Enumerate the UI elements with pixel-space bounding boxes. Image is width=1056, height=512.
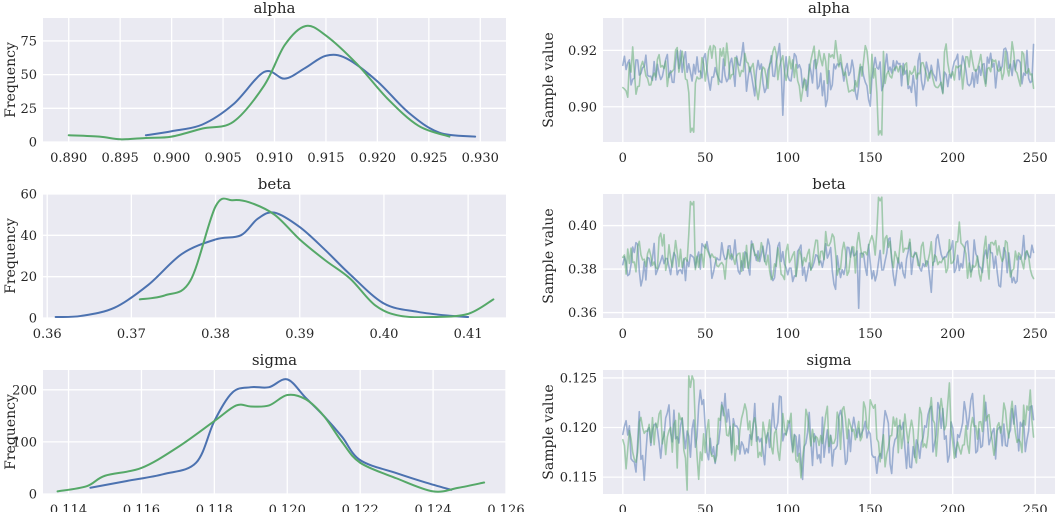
sigma-trace-xtick-label: 100 — [775, 503, 800, 512]
sigma-kde-xtick-label: 0.116 — [123, 503, 160, 512]
alpha-kde-xtick-label: 0.910 — [256, 151, 293, 166]
beta-trace-ytick-label: 0.38 — [568, 263, 597, 278]
beta-kde-ytick-label: 0 — [29, 312, 37, 327]
sigma-kde-panel: 0.114 0.116 0.118 0.120 0.122 0.124 0.126 0 100 2… — [3, 351, 525, 512]
beta-kde-ytick-label: 20 — [20, 270, 37, 285]
beta-trace-xtick-label: 200 — [940, 327, 965, 342]
beta-trace-ytick-label: 0.36 — [568, 306, 597, 321]
alpha-kde-xtick-label: 0.915 — [307, 151, 344, 166]
beta-kde-xtick-label: 0.39 — [285, 327, 314, 342]
alpha-kde-ytick-label: 0 — [29, 136, 37, 151]
sigma-trace-ytick-label: 0.125 — [560, 371, 597, 386]
sigma-kde-xtick-label: 0.120 — [269, 503, 306, 512]
alpha-kde-series-1 — [144, 53, 477, 138]
beta-kde-ylabel: Frequency — [3, 218, 19, 294]
alpha-kde-xtick-label: 0.925 — [410, 151, 447, 166]
sigma-kde-ytick-label: 200 — [12, 383, 37, 398]
alpha-kde-ytick-label: 50 — [20, 68, 37, 83]
alpha-trace-panel: 0 50 100 150 200 250 0.90 0.92 alpha Sample value — [541, 0, 1055, 166]
beta-kde-ytick-label: 60 — [20, 188, 37, 203]
alpha-kde-panel: 0.890 0.895 0.900 0.905 0.910 0.915 0.920 0.925… — [3, 0, 506, 166]
sigma-trace-xtick-label: 150 — [858, 503, 883, 512]
beta-kde-xtick-label: 0.38 — [201, 327, 230, 342]
alpha-kde-xtick-label: 0.890 — [50, 151, 87, 166]
alpha-kde-xtick-label: 0.930 — [462, 151, 499, 166]
sigma-kde-ytick-label: 100 — [12, 435, 37, 450]
alpha-kde-title: alpha — [254, 0, 296, 17]
beta-kde-title: beta — [258, 175, 292, 193]
beta-kde-series-2 — [138, 197, 495, 318]
sigma-trace-xtick-label: 250 — [1023, 503, 1048, 512]
alpha-trace-ytick-label: 0.92 — [568, 44, 597, 59]
beta-trace-xtick-label: 100 — [775, 327, 800, 342]
alpha-trace-title: alpha — [808, 0, 850, 17]
sigma-trace-xtick-label: 0 — [619, 503, 627, 512]
alpha-trace-series-2 — [622, 39, 1035, 136]
beta-kde-series-1 — [54, 211, 470, 318]
alpha-trace-xtick-label: 50 — [697, 151, 714, 166]
sigma-trace-ytick-label: 0.115 — [560, 471, 597, 486]
sigma-trace-series-2 — [622, 375, 1035, 491]
sigma-kde-series-2 — [56, 393, 486, 493]
beta-trace-title: beta — [812, 175, 846, 193]
sigma-kde-plot-area — [43, 370, 506, 494]
alpha-kde-ytick-label: 75 — [20, 34, 37, 49]
sigma-kde-xtick-label: 0.114 — [50, 503, 87, 512]
sigma-trace-ytick-label: 0.120 — [560, 421, 597, 436]
sigma-kde-xtick-label: 0.126 — [487, 503, 524, 512]
sigma-trace-ylabel: Sample value — [541, 384, 557, 479]
alpha-trace-xtick-label: 150 — [858, 151, 883, 166]
beta-trace-xtick-label: 0 — [619, 327, 627, 342]
beta-trace-xtick-label: 250 — [1023, 327, 1048, 342]
beta-trace-series-1 — [622, 233, 1035, 310]
alpha-trace-xtick-label: 250 — [1023, 151, 1048, 166]
beta-kde-panel: 0.36 0.37 0.38 0.39 0.40 0.41 0 20 40 60 beta Frequ… — [3, 175, 506, 342]
alpha-kde-xtick-label: 0.900 — [153, 151, 190, 166]
alpha-kde-xtick-label: 0.895 — [102, 151, 139, 166]
alpha-trace-xtick-label: 100 — [775, 151, 800, 166]
alpha-kde-ylabel: Frequency — [3, 42, 19, 118]
beta-trace-series-2 — [622, 196, 1035, 282]
alpha-trace-xtick-label: 0 — [619, 151, 627, 166]
sigma-kde-xtick-label: 0.118 — [196, 503, 233, 512]
sigma-kde-ylabel: Frequency — [3, 394, 19, 470]
beta-trace-panel: 0 50 100 150 200 250 0.36 0.38 0.40 beta Sample va… — [541, 175, 1055, 342]
beta-kde-xtick-label: 0.40 — [369, 327, 398, 342]
beta-trace-ytick-label: 0.40 — [568, 219, 597, 234]
beta-kde-xtick-label: 0.36 — [33, 327, 62, 342]
alpha-kde-xtick-label: 0.905 — [204, 151, 241, 166]
sigma-kde-xtick-label: 0.124 — [414, 503, 451, 512]
beta-kde-ytick-label: 40 — [20, 229, 37, 244]
alpha-trace-xtick-label: 200 — [940, 151, 965, 166]
beta-trace-xtick-label: 50 — [697, 327, 714, 342]
beta-trace-ylabel: Sample value — [541, 208, 557, 303]
beta-kde-xtick-label: 0.41 — [454, 327, 483, 342]
sigma-trace-xtick-label: 50 — [697, 503, 714, 512]
beta-kde-xtick-label: 0.37 — [117, 327, 146, 342]
alpha-kde-xtick-label: 0.920 — [359, 151, 396, 166]
alpha-kde-ytick-label: 25 — [20, 102, 37, 117]
alpha-kde-series-2 — [67, 24, 451, 141]
beta-trace-xtick-label: 150 — [858, 327, 883, 342]
sigma-trace-title: sigma — [806, 351, 851, 369]
sigma-kde-ytick-label: 0 — [29, 488, 37, 503]
sigma-trace-panel: 0 50 100 150 200 250 0.115 0.120 0.125 sigma Sampl… — [541, 351, 1055, 512]
alpha-trace-ytick-label: 0.90 — [568, 100, 597, 115]
sigma-trace-xtick-label: 200 — [940, 503, 965, 512]
sigma-kde-xtick-label: 0.122 — [342, 503, 379, 512]
sigma-kde-title: sigma — [252, 351, 297, 369]
alpha-trace-ylabel: Sample value — [541, 32, 557, 127]
sigma-kde-series-1 — [89, 378, 453, 491]
